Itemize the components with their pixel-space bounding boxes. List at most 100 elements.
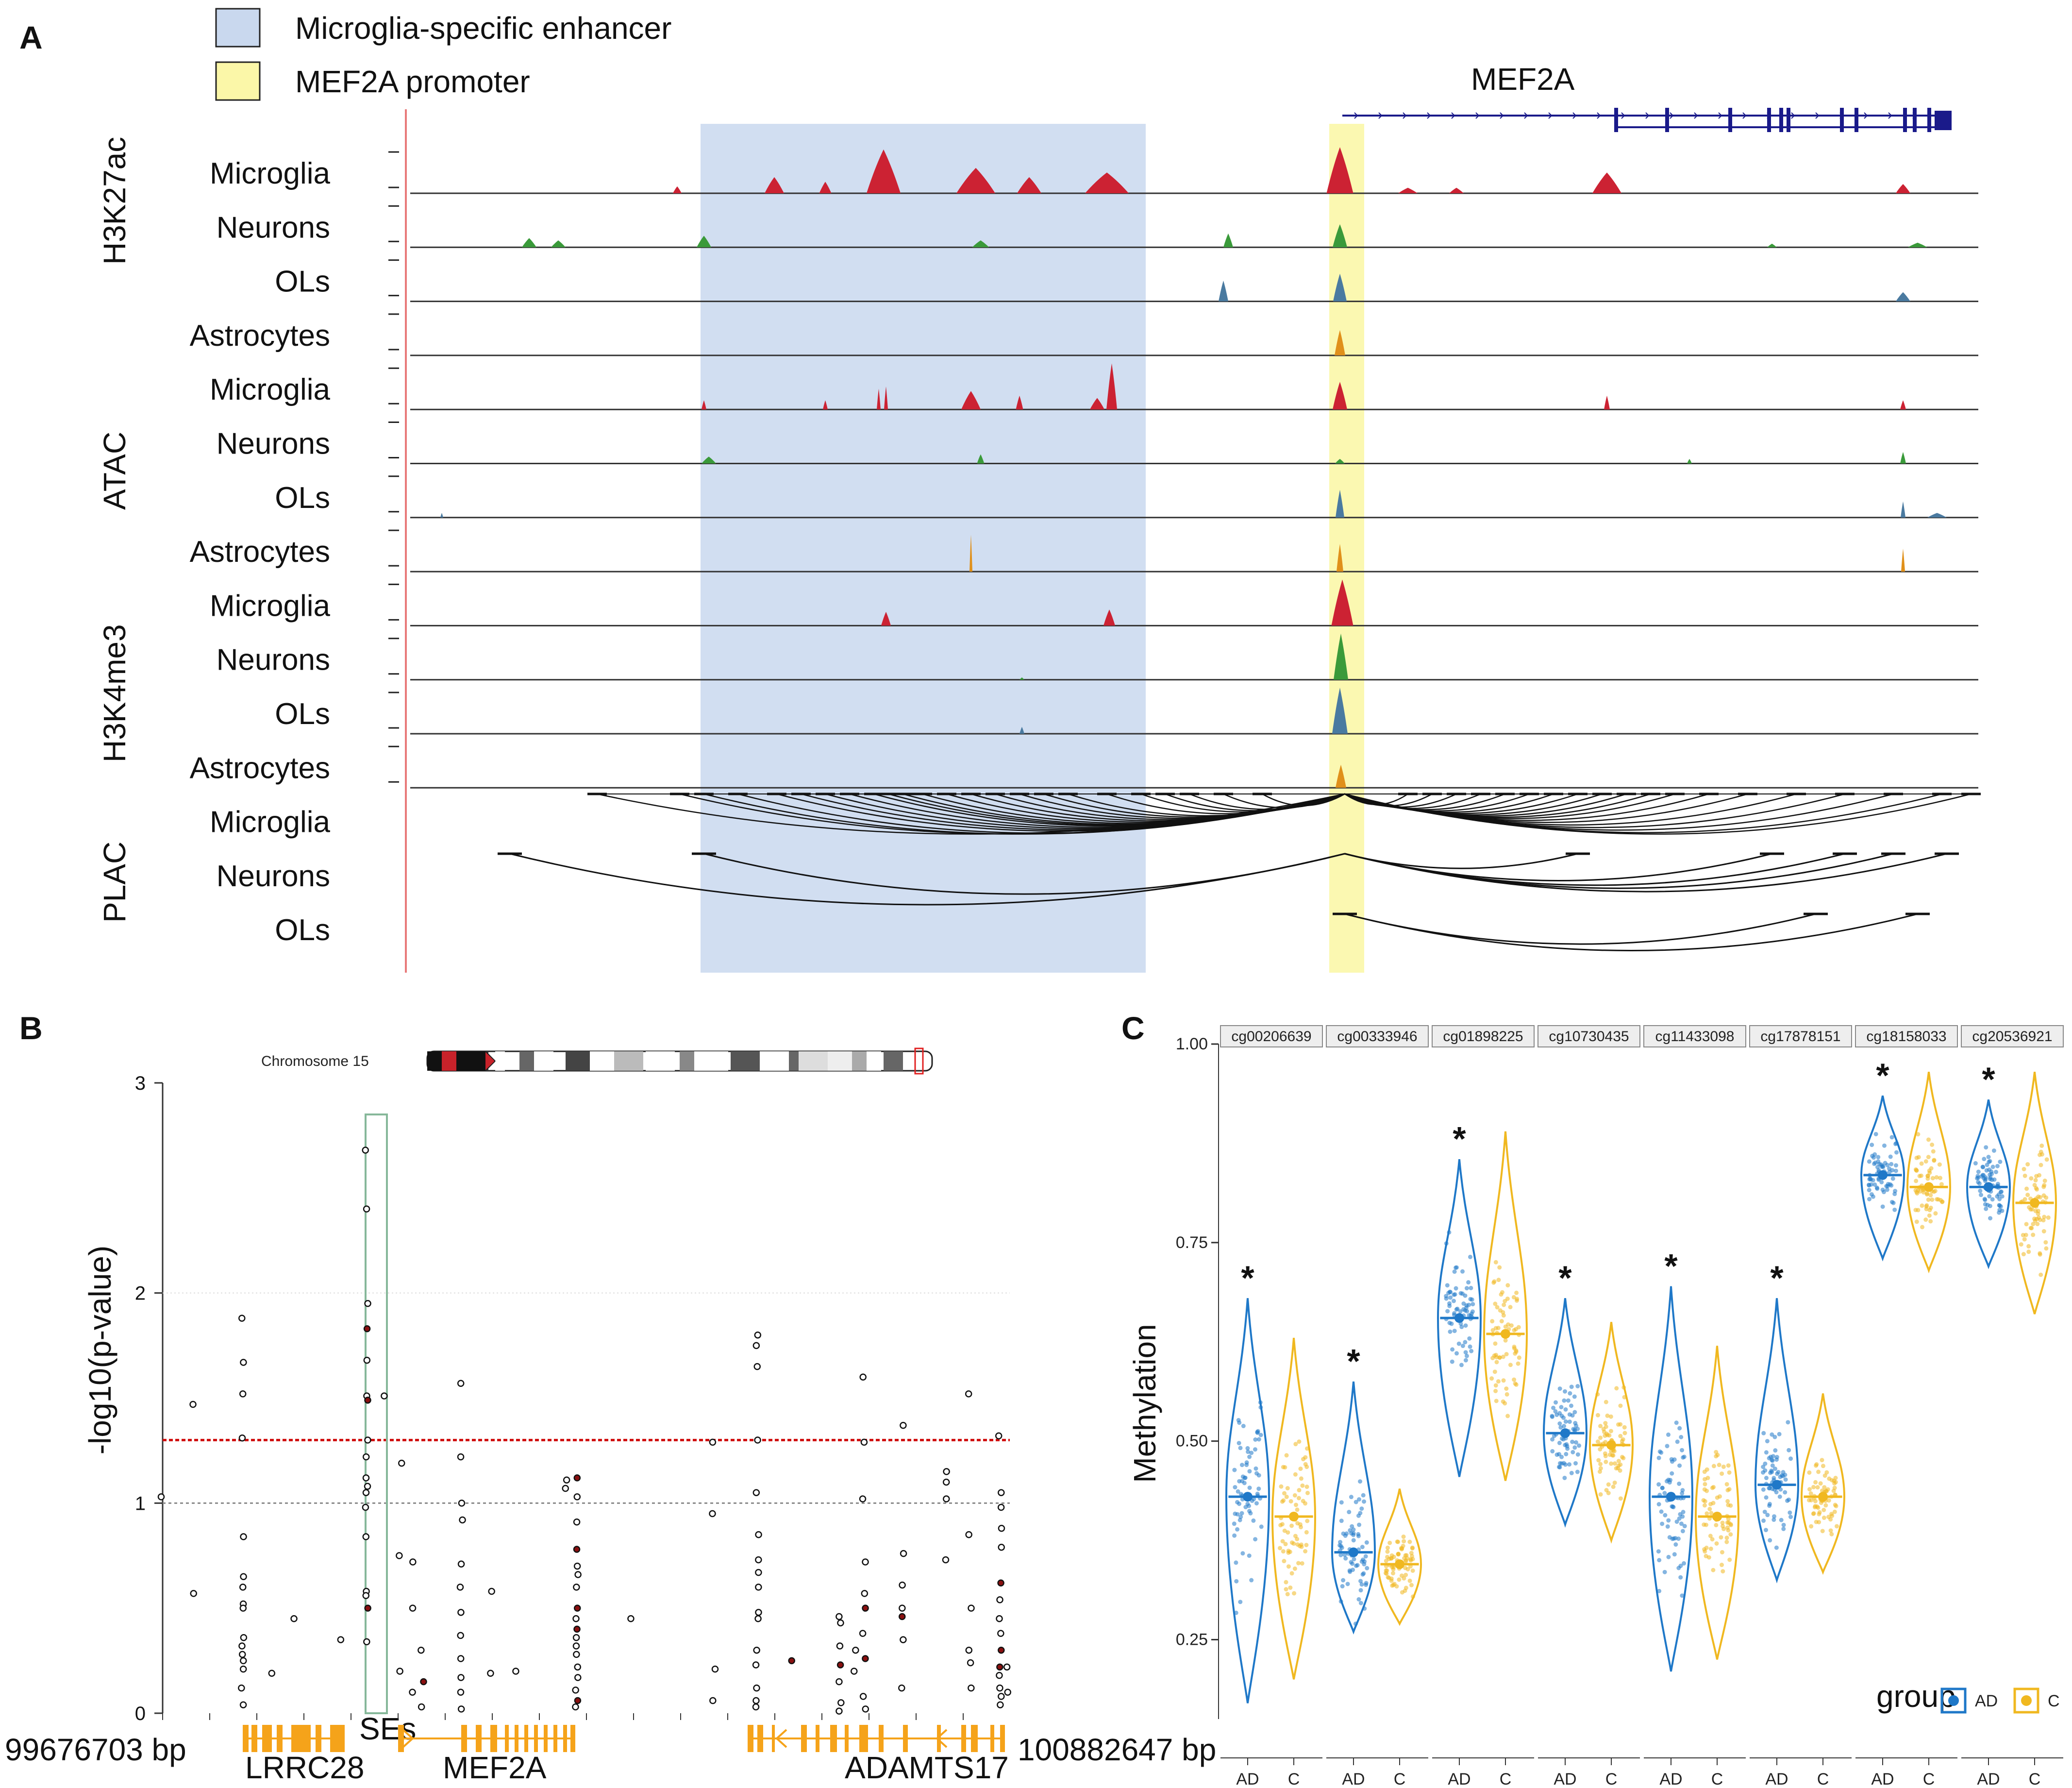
gene-label-lrrc28: LRRC28 <box>245 1750 364 1785</box>
jitter-point <box>1809 1524 1814 1529</box>
jitter-point <box>1939 1182 1944 1187</box>
median-dot <box>1772 1480 1782 1490</box>
jitter-point <box>1401 1544 1405 1549</box>
jitter-point <box>1925 1176 1930 1181</box>
legend-ad-label: AD <box>1975 1692 1998 1710</box>
jitter-point <box>1363 1554 1368 1559</box>
manhattan-point <box>238 1434 246 1442</box>
jitter-point <box>1973 1161 1978 1166</box>
jitter-point <box>1550 1414 1554 1418</box>
jitter-point <box>1573 1440 1578 1445</box>
manhattan-point <box>409 1604 417 1612</box>
panel-b: B Chromosome 15 0 1 2 3 -log10(p-value) SEs… <box>5 1010 1216 1785</box>
median-dot <box>1560 1428 1570 1438</box>
facet-probe-label: cg18158033 <box>1866 1029 1946 1045</box>
jitter-point <box>1811 1484 1816 1489</box>
manhattan-point <box>363 1638 370 1646</box>
assay-label-h3k4me3: H3K4me3 <box>97 624 132 762</box>
manhattan-point <box>835 1678 843 1686</box>
jitter-point <box>1813 1480 1818 1484</box>
legend-c-dot-icon <box>2021 1695 2032 1706</box>
jitter-point <box>1570 1439 1575 1444</box>
manhattan-point <box>190 1590 197 1597</box>
jitter-point <box>2035 1222 2040 1227</box>
manhattan-point <box>362 1474 370 1482</box>
jitter-point <box>1998 1159 2003 1164</box>
jitter-point <box>1721 1464 1726 1469</box>
jitter-point <box>1362 1606 1367 1611</box>
signal-peak <box>1332 688 1348 734</box>
jitter-point <box>1935 1197 1939 1202</box>
jitter-point <box>1927 1213 1932 1218</box>
jitter-point <box>1938 1176 1942 1181</box>
jitter-point <box>2044 1246 2049 1251</box>
jitter-point <box>1573 1461 1578 1466</box>
manhattan-point <box>836 1661 844 1669</box>
jitter-point <box>1243 1505 1248 1510</box>
jitter-point <box>1717 1463 1721 1468</box>
signal-peak <box>1908 242 1927 248</box>
violin-ad <box>1331 1381 1376 1635</box>
manhattan-point <box>364 1604 371 1612</box>
jitter-point <box>1677 1463 1682 1468</box>
panel-a-label: A <box>19 19 43 55</box>
jitter-point <box>1706 1555 1711 1560</box>
jitter-point <box>1284 1453 1289 1458</box>
jitter-point <box>1621 1385 1626 1390</box>
manhattan-point <box>965 1646 973 1654</box>
manhattan-point <box>364 1300 371 1307</box>
jitter-point <box>1662 1491 1667 1496</box>
jitter-point <box>1253 1466 1258 1471</box>
signal-peak <box>1085 172 1129 193</box>
jitter-point <box>1504 1352 1509 1357</box>
jitter-point <box>1714 1454 1719 1459</box>
jitter-point <box>1724 1535 1729 1540</box>
jitter-point <box>1490 1328 1495 1333</box>
manhattan-point <box>899 1604 906 1612</box>
jitter-point <box>1976 1169 1981 1174</box>
jitter-point <box>1280 1522 1285 1527</box>
jitter-point <box>1924 1204 1929 1209</box>
signal-peak <box>1335 330 1345 355</box>
jitter-point <box>1289 1571 1294 1576</box>
jitter-point <box>1349 1531 1354 1536</box>
jitter-point <box>1295 1507 1300 1512</box>
jitter-point <box>1247 1485 1252 1490</box>
manhattan-point <box>574 1697 582 1704</box>
jitter-point <box>1879 1162 1884 1167</box>
jitter-point <box>1240 1474 1245 1479</box>
manhattan-point <box>997 1701 1004 1708</box>
jitter-point <box>1996 1192 2001 1197</box>
manhattan-point <box>362 1453 370 1461</box>
jitter-point <box>2026 1249 2031 1254</box>
signal-peak <box>1336 764 1346 788</box>
jitter-point <box>1279 1484 1284 1489</box>
jitter-point <box>1656 1549 1661 1554</box>
signal-peak <box>884 386 888 410</box>
jitter-point <box>1455 1306 1460 1311</box>
jitter-point <box>1396 1552 1401 1556</box>
assay-label-atac: ATAC <box>97 432 132 510</box>
jitter-point <box>1763 1461 1768 1466</box>
facet-strip <box>1749 1025 1852 1047</box>
jitter-point <box>1659 1509 1664 1514</box>
jitter-point <box>1974 1176 1979 1181</box>
jitter-point <box>1595 1392 1600 1397</box>
jitter-point <box>1598 1424 1603 1429</box>
manhattan-point <box>965 1531 972 1538</box>
manhattan-point <box>837 1619 844 1627</box>
jitter-point <box>1674 1420 1679 1425</box>
jitter-point <box>1353 1500 1358 1504</box>
jitter-point <box>1233 1511 1237 1516</box>
panel-b-ytick-label: 0 <box>135 1703 146 1724</box>
violin-c <box>1906 1071 1952 1274</box>
jitter-point <box>1509 1323 1514 1328</box>
jitter-point <box>1364 1540 1369 1545</box>
jitter-point <box>1984 1206 1988 1211</box>
jitter-point <box>1724 1539 1729 1544</box>
jitter-point <box>1468 1254 1472 1259</box>
jitter-point <box>1729 1522 1734 1527</box>
x-tick-label-ad: AD <box>1977 1770 2000 1788</box>
jitter-point <box>1926 1155 1931 1160</box>
manhattan-point <box>512 1668 519 1675</box>
